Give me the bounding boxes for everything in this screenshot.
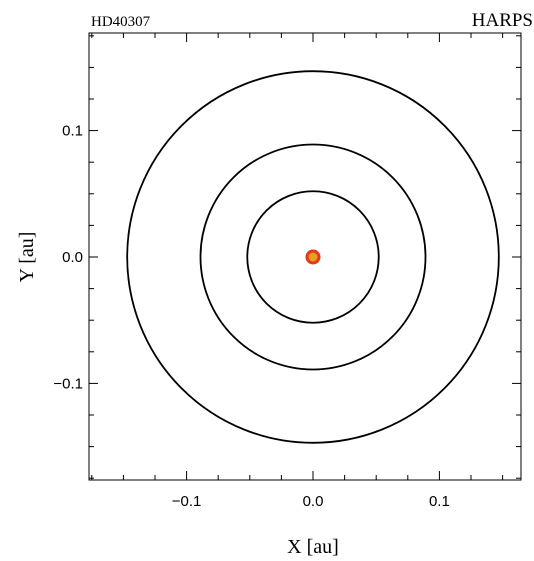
- y-tick-label: 0.1: [62, 123, 83, 140]
- chart-subtitle: HARPS: [472, 10, 533, 31]
- y-axis-label: Y [au]: [16, 232, 38, 283]
- x-tick-label: −0.1: [172, 493, 202, 510]
- tick-labels: −0.1 0.0 0.1 −0.1 0.0 0.1: [53, 123, 449, 510]
- plot-frame: [88, 32, 522, 481]
- star-marker: [305, 249, 321, 265]
- chart-title: HD40307: [91, 14, 151, 30]
- y-tick-label: 0.0: [62, 249, 83, 266]
- orbits-group: [126, 70, 500, 444]
- x-tick-label: 0.0: [303, 493, 324, 510]
- tick-marks: [89, 33, 521, 480]
- orbit-circle-2: [199, 143, 427, 371]
- orbit-circle-1: [246, 190, 380, 324]
- y-tick-label: −0.1: [53, 375, 83, 392]
- orbit-circle-3: [126, 70, 500, 444]
- x-axis-label: X [au]: [287, 536, 339, 558]
- x-tick-label: 0.1: [429, 493, 450, 510]
- star-group: [305, 249, 321, 265]
